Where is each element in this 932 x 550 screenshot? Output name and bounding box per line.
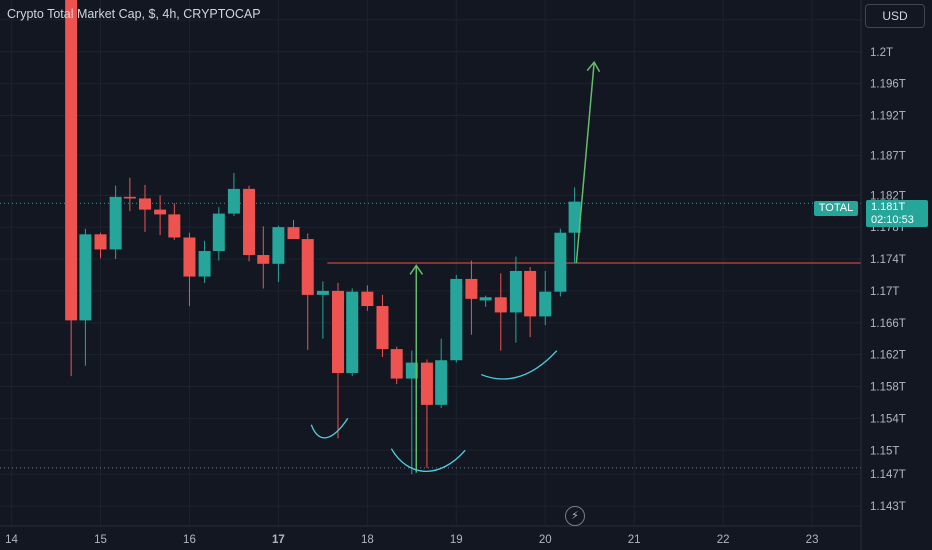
candle-body[interactable] [257, 255, 270, 264]
currency-button[interactable]: USD [865, 4, 925, 28]
candle-body[interactable] [479, 297, 492, 301]
price-tick-label: 1.154T [870, 413, 906, 425]
bar-countdown: 02:10:53 [871, 214, 914, 226]
candle-body[interactable] [465, 278, 478, 299]
candle-body[interactable] [435, 360, 448, 405]
candle-body[interactable] [494, 297, 507, 313]
drawings [310, 60, 601, 473]
candle-body[interactable] [109, 196, 122, 250]
candle-body[interactable] [301, 239, 314, 295]
candles [65, 0, 581, 475]
candle-body[interactable] [227, 188, 240, 214]
candle-body[interactable] [539, 291, 552, 317]
arrow-shaft[interactable] [575, 62, 595, 264]
candle-body[interactable] [79, 234, 92, 321]
candle-body[interactable] [568, 201, 581, 233]
candle-body[interactable] [168, 214, 181, 238]
time-axis[interactable] [0, 526, 861, 550]
candle-body[interactable] [287, 227, 300, 240]
last-price-badge: 1.181T 02:10:53 [866, 200, 928, 227]
candle-body[interactable] [450, 278, 463, 361]
candle-body[interactable] [138, 198, 151, 210]
candle-body[interactable] [316, 290, 329, 295]
price-tick-label: 1.187T [870, 150, 906, 162]
candle-body[interactable] [405, 362, 418, 379]
candle-body[interactable] [361, 291, 374, 307]
candle-body[interactable] [154, 209, 167, 215]
price-tick-label: 1.196T [870, 79, 906, 91]
last-price-value: 1.181T [871, 201, 906, 213]
candle-body[interactable] [198, 251, 211, 277]
candle-body[interactable] [272, 227, 285, 264]
horizontal-levels [0, 202, 861, 469]
candle-body[interactable] [183, 237, 196, 277]
time-tick-label: 23 [806, 534, 819, 546]
time-tick-label: 18 [361, 534, 374, 546]
price-tick-label: 1.166T [870, 318, 906, 330]
price-tick-label: 1.158T [870, 382, 906, 394]
price-tick-labels: 1.204T1.2T1.196T1.192T1.187T1.182T1.178T… [870, 15, 906, 513]
price-tick-label: 1.15T [870, 445, 899, 457]
freehand-curve[interactable] [390, 448, 466, 472]
time-tick-label: 14 [5, 534, 18, 546]
time-tick-label: 22 [717, 534, 730, 546]
price-axis[interactable] [861, 0, 932, 550]
time-tick-label: 17 [272, 534, 285, 546]
price-tick-label: 1.192T [870, 111, 906, 123]
price-tick-label: 1.143T [870, 501, 906, 513]
candle-body[interactable] [524, 270, 537, 317]
time-tick-label: 15 [94, 534, 107, 546]
freehand-curve[interactable] [310, 418, 349, 439]
price-tick-label: 1.182T [870, 190, 906, 202]
time-tick-label: 16 [183, 534, 196, 546]
price-tick-label: 1.147T [870, 469, 906, 481]
arrow-head [409, 264, 424, 275]
price-tick-label: 1.17T [870, 286, 899, 298]
candle-body[interactable] [554, 232, 567, 292]
candle-body[interactable] [212, 213, 225, 252]
time-tick-label: 21 [628, 534, 641, 546]
time-tick-label: 20 [539, 534, 552, 546]
arrow-head [586, 60, 601, 73]
price-tick-label: 1.162T [870, 350, 906, 362]
symbol-badge: TOTAL [814, 201, 858, 216]
candle-body[interactable] [331, 290, 344, 373]
candle-body[interactable] [123, 196, 136, 199]
time-tick-label: 19 [450, 534, 463, 546]
candle-body[interactable] [346, 291, 359, 373]
freehand-curve[interactable] [480, 350, 558, 380]
candle-body[interactable] [509, 270, 522, 313]
price-tick-label: 1.174T [870, 254, 906, 266]
lightning-bolt-icon[interactable]: ⚡︎ [565, 506, 585, 526]
candle-body[interactable] [65, 0, 78, 321]
candle-body[interactable] [94, 234, 107, 250]
time-tick-labels: 14 15 16 17 18 19 20 21 22 23 [5, 534, 818, 546]
price-tick-label: 1.2T [870, 47, 893, 59]
candle-body[interactable] [243, 188, 256, 256]
candle-body[interactable] [420, 362, 433, 405]
candle-body[interactable] [376, 306, 389, 350]
candle-body[interactable] [390, 349, 403, 379]
chart-title: Crypto Total Market Cap, $, 4h, CRYPTOCA… [7, 7, 261, 21]
